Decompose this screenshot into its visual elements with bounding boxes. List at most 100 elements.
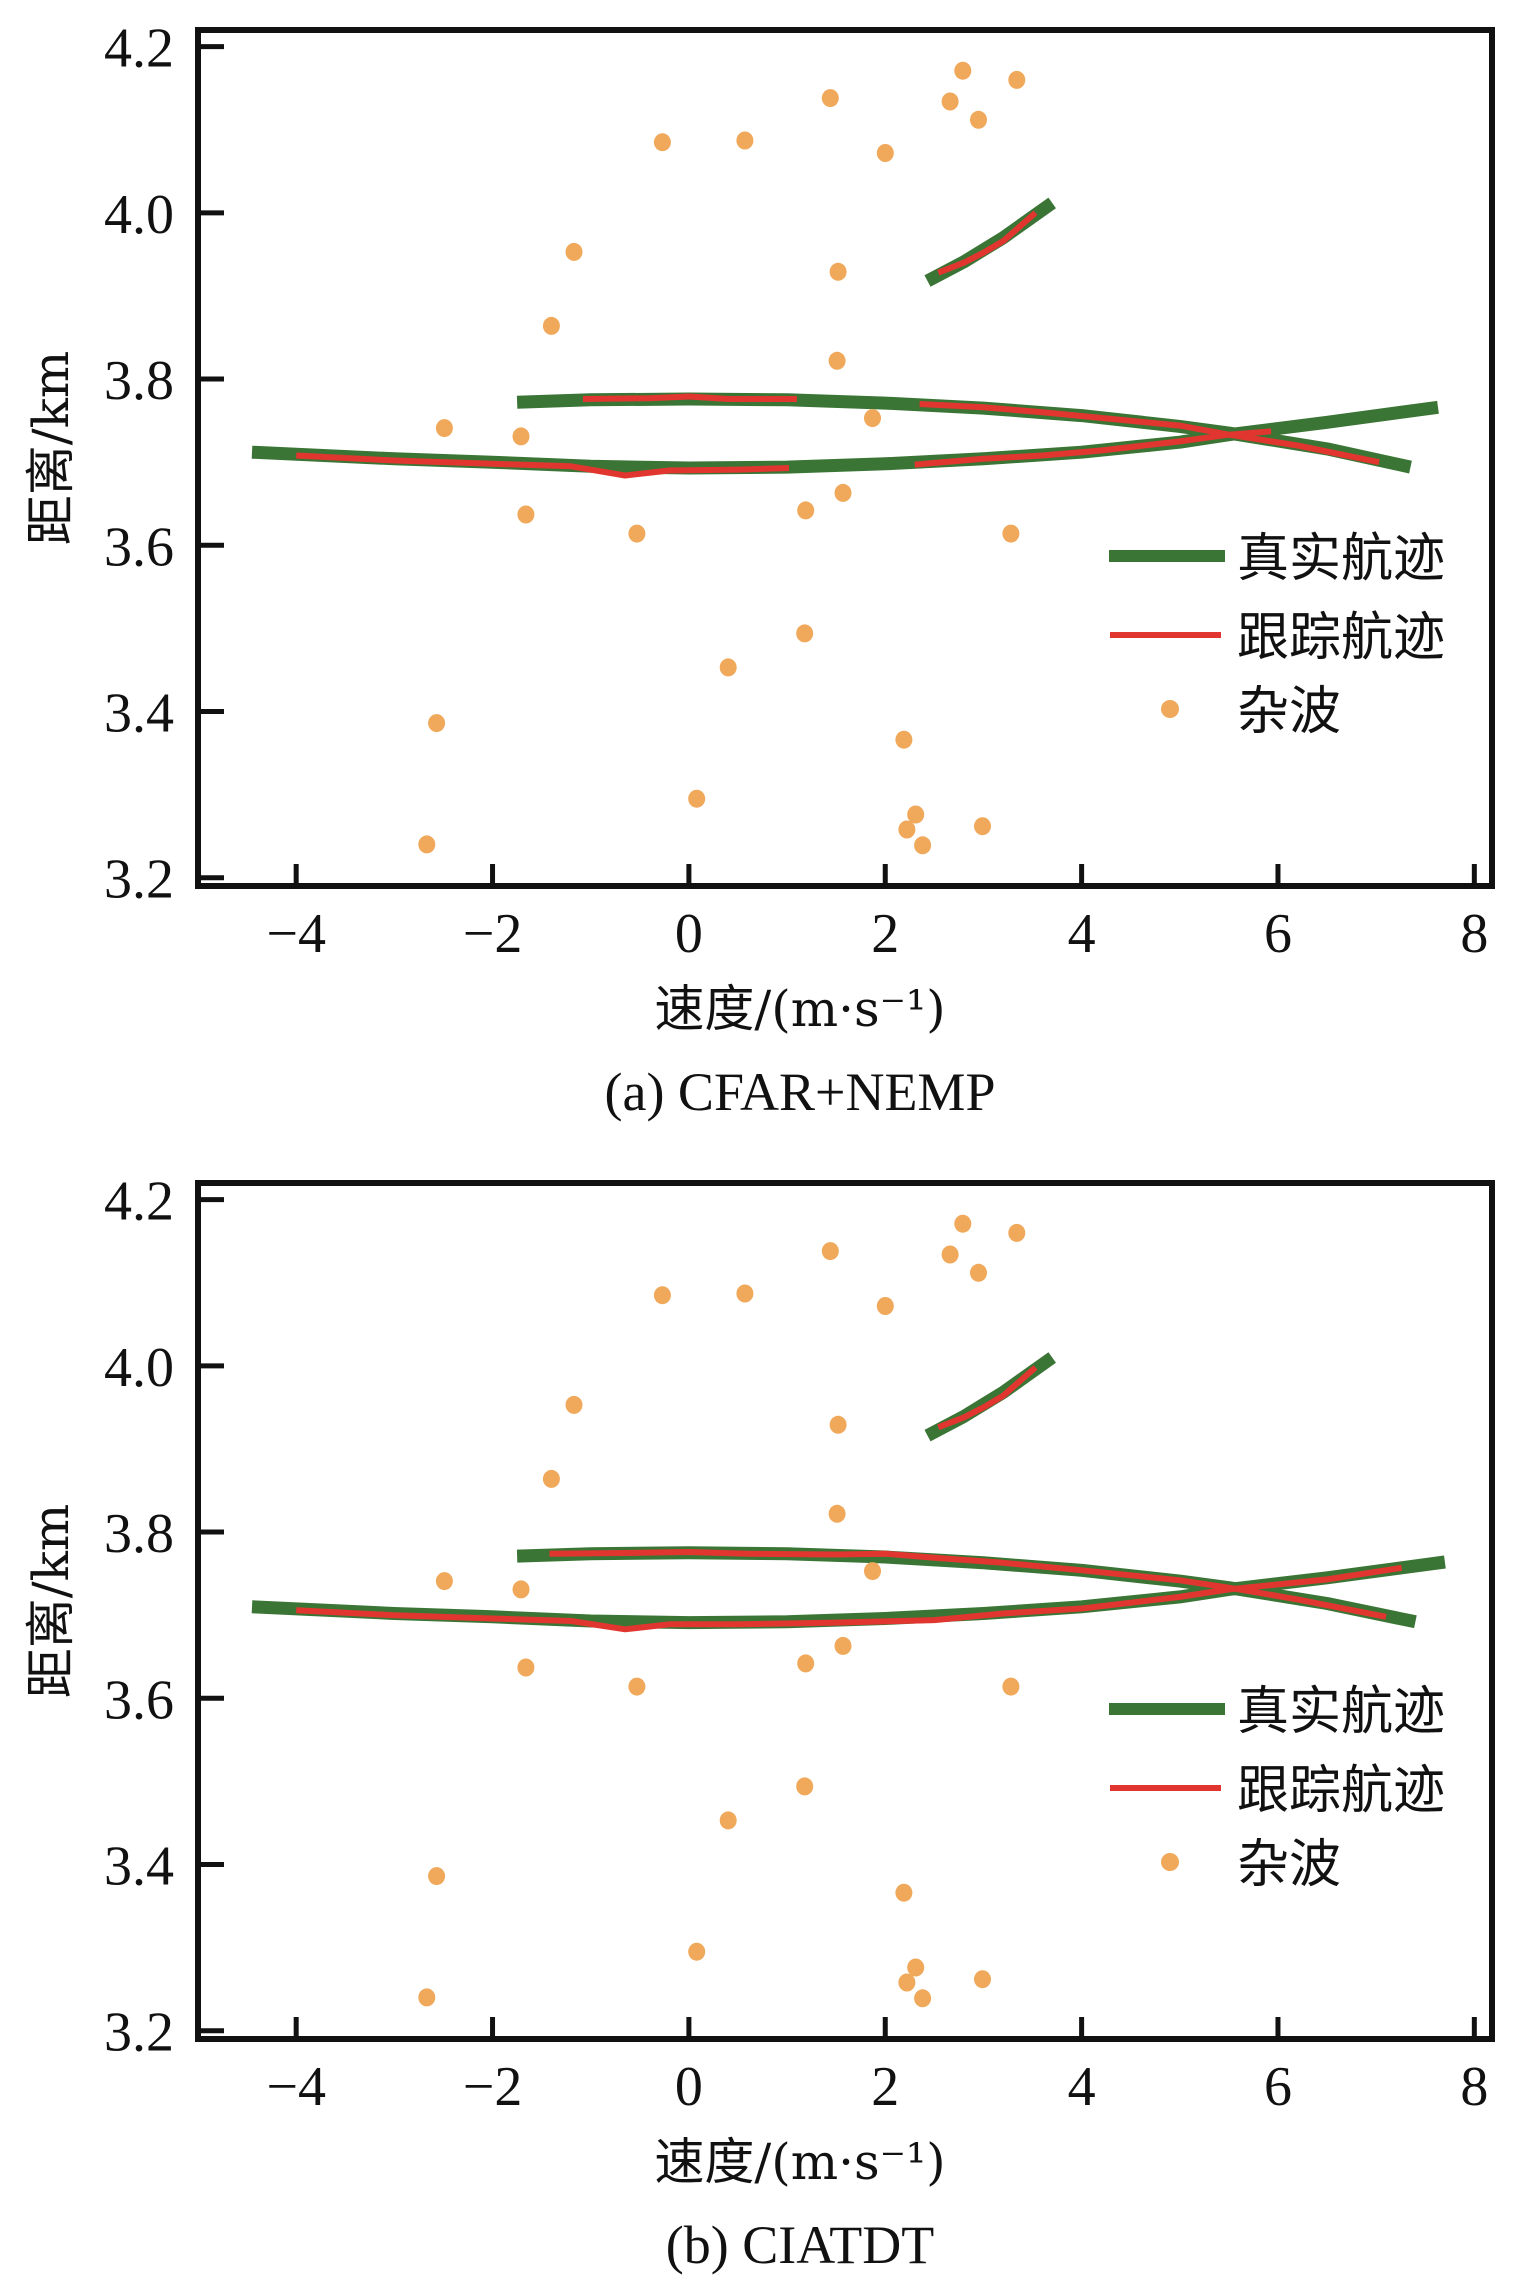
y-tick-label: 3.6 (104, 1669, 174, 1731)
clutter-point (828, 1504, 846, 1523)
plot-area-a (251, 61, 1439, 855)
clutter-point (1002, 1677, 1020, 1696)
legend-b: 真实航迹 跟踪航迹 杂波 (1109, 1682, 1445, 1895)
legend-a: 真实航迹 跟踪航迹 杂波 (1109, 529, 1445, 742)
y-tick-label: 3.2 (104, 849, 174, 911)
clutter-point (914, 1989, 932, 2008)
clutter-point (864, 1562, 881, 1581)
clutter-point (907, 805, 925, 824)
clutter-point (796, 1777, 814, 1796)
tracked-track-line-2 (582, 393, 797, 402)
clutter-point (970, 110, 987, 129)
y-tick-label: 4.0 (104, 184, 174, 246)
y-axis-a: 3.2 3.4 3.6 3.8 4.0 4.2 (104, 18, 224, 911)
tracked-track-line-0 (296, 1564, 1403, 1633)
clutter-point (907, 1958, 925, 1977)
x-tick-label: 2 (871, 2056, 899, 2118)
clutter-point (821, 89, 839, 108)
y-tick-label: 3.4 (104, 1835, 174, 1897)
y-tick-label: 3.4 (104, 682, 174, 744)
legend-clutter-label: 杂波 (1237, 1835, 1341, 1895)
clutter-point (688, 789, 706, 808)
clutter-point (418, 1988, 436, 2007)
y-tick-label: 3.6 (104, 516, 174, 578)
legend-true-track-label: 真实航迹 (1237, 529, 1445, 589)
legend-clutter-label: 杂波 (1237, 682, 1341, 742)
y-axis-title-a: 距离/km (22, 351, 80, 546)
clutter-point (941, 92, 959, 111)
legend-clutter-marker (1161, 700, 1179, 718)
plot-area-b (251, 1214, 1446, 2008)
legend-tracked-track-label: 跟踪航迹 (1237, 1761, 1445, 1821)
x-tick-label: 6 (1264, 903, 1292, 965)
clutter-point (864, 409, 881, 428)
clutter-point (653, 133, 671, 152)
clutter-point (542, 316, 560, 335)
clutter-point (1002, 524, 1020, 543)
clutter-point (512, 427, 530, 446)
clutter-point (517, 505, 535, 524)
clutter-point (895, 730, 913, 749)
x-tick-label: 6 (1264, 2056, 1292, 2118)
axes-frame-b (195, 1180, 1495, 2042)
y-tick-label: 3.2 (104, 2002, 174, 2064)
clutter-point (828, 351, 846, 370)
x-tick-label: 8 (1460, 903, 1488, 965)
x-tick-label: 0 (675, 2056, 703, 2118)
clutter-point (974, 817, 991, 836)
clutter-point (797, 501, 815, 520)
clutter-point (834, 1636, 852, 1655)
clutter-point (565, 1395, 583, 1414)
axes-frame-a (195, 27, 1495, 889)
x-tick-label: 0 (675, 903, 703, 965)
clutter-point (898, 820, 916, 839)
tracked-track-line-4 (937, 210, 1038, 276)
clutter-point (428, 1867, 446, 1886)
tracked-track-line-0 (296, 452, 790, 479)
clutter-point (876, 144, 894, 162)
y-tick-label: 4.0 (104, 1337, 174, 1399)
clutter-point (954, 61, 972, 80)
tracked-track-line-2 (937, 1365, 1038, 1431)
clutter-point (797, 1654, 815, 1673)
clutter-point (898, 1973, 916, 1992)
tracked-track-line-3 (919, 401, 1380, 466)
clutter-point (435, 1572, 453, 1591)
clutter-point (435, 419, 453, 438)
y-tick-label: 3.8 (104, 350, 174, 412)
caption-a: (a) CFAR+NEMP (605, 1062, 996, 1122)
clutter-point (565, 242, 583, 261)
panel-b: −4 −2 0 2 4 6 8 3.23.43.63.84.04.2 速度/(m·s⁻¹) … (22, 1171, 1495, 2275)
legend-clutter-marker (1161, 1853, 1179, 1871)
clutter-point (512, 1580, 530, 1599)
y-tick-label: 3.8 (104, 1503, 174, 1565)
panel-a: −4 −2 0 2 4 6 8 3.23.43.63.84.04.2 速度/(m·s⁻¹) … (22, 18, 1495, 1122)
clutter-point (941, 1245, 959, 1264)
clutter-point (736, 1284, 754, 1303)
clutter-point (688, 1942, 706, 1961)
clutter-point (914, 836, 932, 855)
clutter-point (829, 262, 847, 281)
clutter-point (628, 524, 646, 543)
clutter-point (719, 1811, 737, 1830)
caption-b: (b) CIATDT (666, 2215, 934, 2275)
y-tick-label: 4.2 (104, 18, 174, 80)
x-axis-a: −4 −2 0 2 4 6 8 (266, 864, 1488, 965)
x-tick-label: −2 (463, 2056, 523, 2118)
clutter-point (821, 1242, 839, 1261)
clutter-point (970, 1263, 987, 1282)
tracked-track-line-1 (549, 1549, 1387, 1620)
clutter-point (974, 1970, 991, 1989)
clutter-point (954, 1214, 972, 1233)
clutter-point (895, 1883, 913, 1902)
clutter-point (829, 1415, 847, 1434)
x-tick-label: 8 (1460, 2056, 1488, 2118)
legend-tracked-track-label: 跟踪航迹 (1237, 608, 1445, 668)
legend-true-track-label: 真实航迹 (1237, 1682, 1445, 1742)
x-tick-label: 4 (1068, 903, 1096, 965)
clutter-point (418, 835, 436, 854)
clutter-point (876, 1297, 894, 1315)
clutter-point (736, 131, 754, 150)
x-tick-label: −4 (266, 2056, 326, 2118)
y-axis-b: 3.2 3.4 3.6 3.8 4.0 4.2 (104, 1171, 224, 2064)
